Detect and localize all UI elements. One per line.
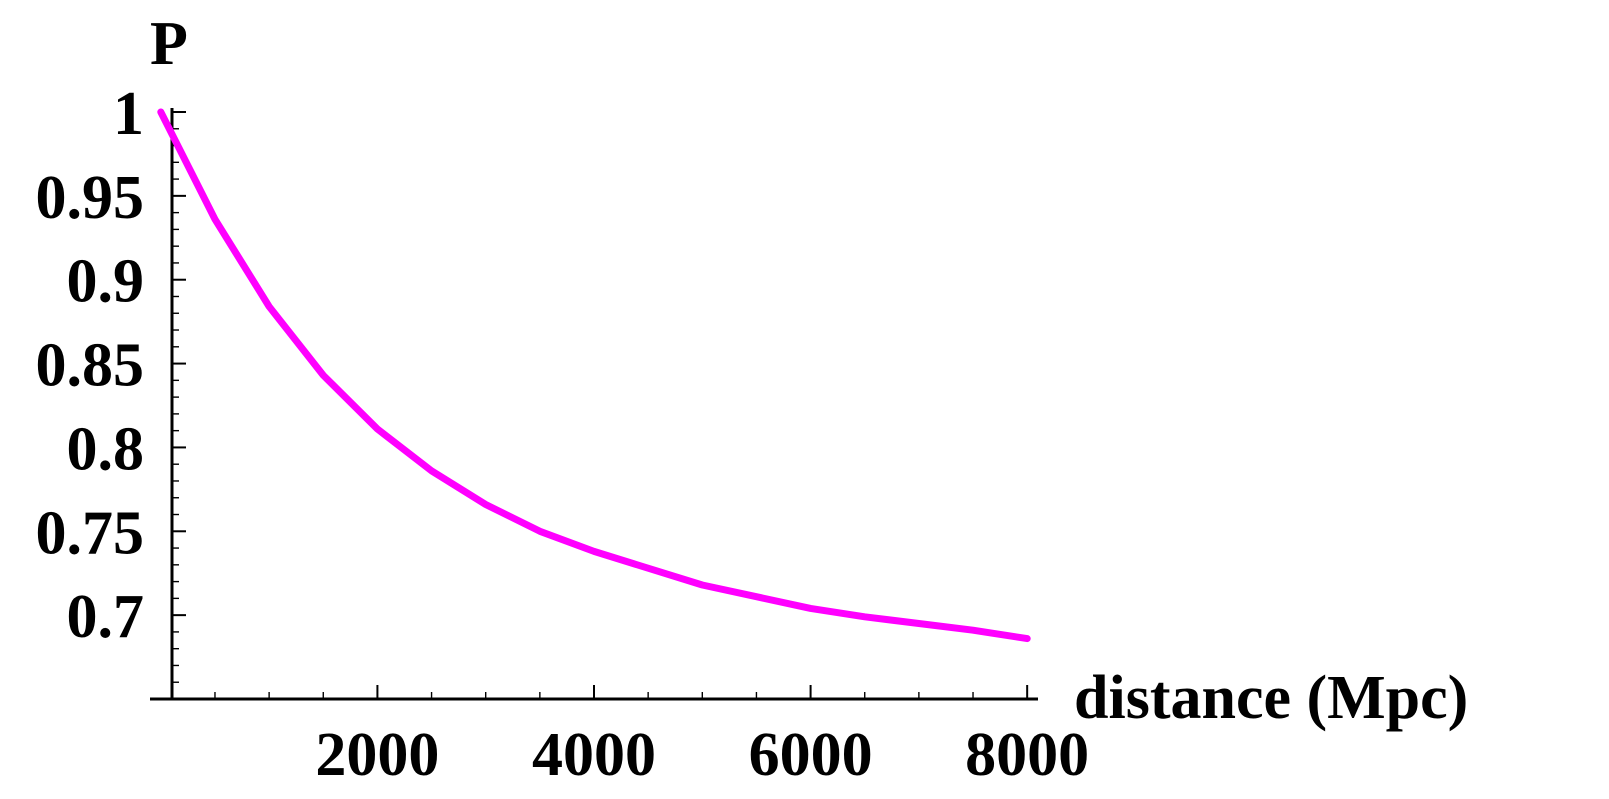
y-axis-label: P <box>150 10 188 78</box>
y-tick-label: 0.8 <box>67 415 145 483</box>
y-tick-label: 0.9 <box>67 248 145 316</box>
x-tick-label: 8000 <box>965 721 1089 789</box>
x-axis-label: distance (Mpc) <box>1074 664 1468 732</box>
y-tick-label: 0.95 <box>36 164 145 232</box>
y-tick-label: 1 <box>113 80 144 148</box>
axes <box>150 108 1038 701</box>
probability-curve <box>157 108 1031 643</box>
axis-ticks <box>172 111 1029 699</box>
y-tick-label: 0.85 <box>36 332 145 400</box>
x-tick-label: 2000 <box>315 721 439 789</box>
x-tick-label: 6000 <box>749 721 873 789</box>
y-tick-label: 0.75 <box>36 499 145 567</box>
y-tick-label: 0.7 <box>67 583 145 651</box>
tick-labels: 2000 4000 6000 8000 0.7 0.75 0.8 0.85 0.9 0.95 1 <box>36 80 1090 789</box>
x-tick-label: 4000 <box>532 721 656 789</box>
